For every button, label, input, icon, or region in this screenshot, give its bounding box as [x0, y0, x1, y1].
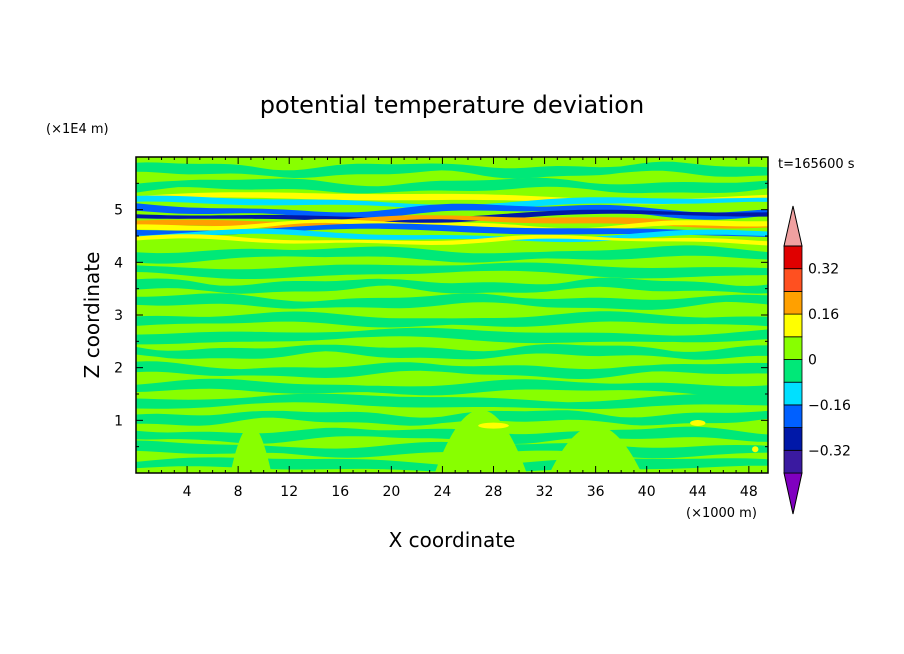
y-axis-label: Z coordinate [80, 252, 104, 379]
colorbar-swatch [783, 427, 803, 451]
contour-band [136, 209, 768, 224]
colorbar-swatch [783, 290, 803, 315]
contour-band [136, 215, 768, 229]
x-tick-label: 32 [536, 484, 554, 500]
contour-arch [549, 425, 642, 473]
x-tick-label: 44 [689, 484, 707, 500]
contour-spot [478, 422, 509, 429]
x-units-label: (×1000 m) [686, 506, 757, 521]
y-tick-label: 3 [114, 308, 123, 324]
y-tick-label: 1 [114, 413, 123, 429]
colorbar-swatch [783, 404, 803, 428]
colorbar-swatch [783, 359, 803, 383]
contour-region [136, 245, 768, 264]
contour-region [136, 277, 768, 294]
colorbar-label: 0.16 [808, 307, 839, 323]
contour-region [136, 410, 768, 426]
x-tick-label: 4 [183, 484, 192, 500]
contour-region [136, 293, 768, 310]
y-tick-label: 5 [114, 203, 123, 219]
contour-region [136, 327, 768, 345]
colorbar-swatch [783, 245, 803, 270]
y-tick-label: 4 [114, 255, 123, 271]
contour-band [136, 195, 768, 211]
y-units-label: (×1E4 m) [46, 122, 109, 137]
contour-region [136, 393, 768, 410]
contour-region [136, 177, 768, 194]
colorbar-swatch [783, 449, 803, 474]
contour-region [136, 311, 768, 328]
colorbar-swatch [783, 268, 803, 292]
contour-band [136, 234, 768, 246]
x-tick-label: 48 [740, 484, 758, 500]
x-tick-label: 16 [331, 484, 349, 500]
x-tick-label: 20 [382, 484, 400, 500]
contour-region [136, 262, 768, 279]
x-tick-label: 12 [280, 484, 298, 500]
contour-region [136, 378, 768, 397]
y-axis: 1 2 3 4 5 [114, 182, 768, 448]
contour-arch [230, 425, 272, 473]
colorbar-label: −0.16 [808, 398, 851, 414]
contour-region [136, 161, 768, 179]
contour-band [136, 223, 768, 237]
colorbar-swatch [783, 336, 803, 360]
y-tick-label: 2 [114, 361, 123, 377]
plot-area [136, 157, 768, 473]
colorbar-label: −0.32 [808, 443, 851, 459]
colorbar-label: 0 [808, 353, 817, 369]
x-tick-label: 8 [234, 484, 243, 500]
x-tick-label: 24 [434, 484, 452, 500]
colorbar-high-arrow [783, 205, 803, 247]
contour-region [136, 361, 768, 379]
contour-spot [752, 446, 759, 453]
x-tick-label: 36 [587, 484, 605, 500]
contour-spot [690, 419, 706, 426]
contour-region [136, 344, 768, 360]
colorbar-swatch [783, 381, 803, 406]
x-tick-label: 40 [638, 484, 656, 500]
colorbar-swatch [783, 313, 803, 338]
x-tick-label: 28 [485, 484, 503, 500]
colorbar-label: 0.32 [808, 262, 839, 278]
colorbar-low-arrow [783, 472, 803, 515]
x-axis: 4 8 12 16 20 24 28 32 36 40 44 48 [148, 157, 763, 500]
chart-title: potential temperature deviation [260, 91, 644, 119]
time-label: t=165600 s [778, 157, 855, 172]
colorbar: 0.32 0.16 0 −0.16 −0.32 [783, 205, 851, 515]
x-axis-label: X coordinate [389, 528, 516, 552]
